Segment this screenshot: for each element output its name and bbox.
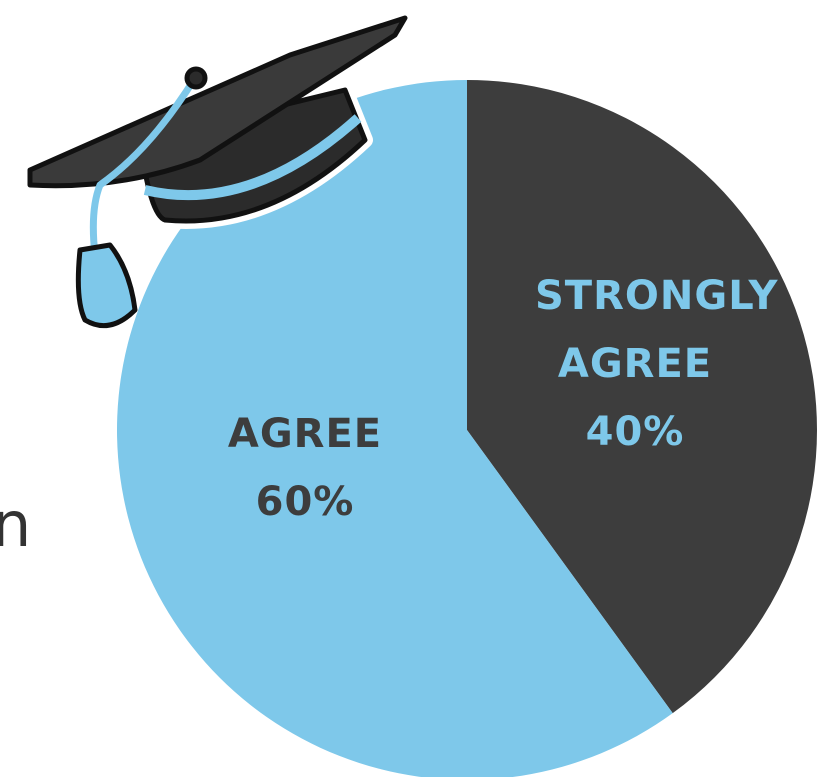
value-label: 60% [255,479,355,525]
value-label: 40% [585,409,685,455]
slice-label: STRONGLY AGREE 40% [535,262,779,466]
graduation-cap [27,15,408,329]
slice-label: AGREE 60% [185,400,425,536]
category-label: STRONGLY AGREE [535,273,779,387]
pie-slice [117,80,673,777]
pie-slice [467,80,817,714]
text-fragment: n [0,488,32,561]
pie [117,80,817,777]
category-label: AGREE [227,411,383,457]
